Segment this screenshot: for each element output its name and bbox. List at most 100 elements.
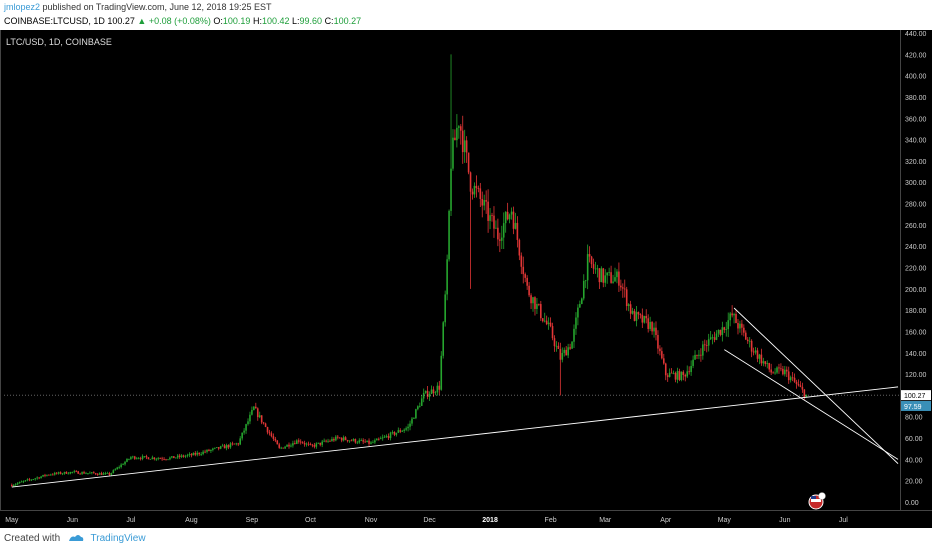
candle-body (288, 444, 290, 447)
candle-body (590, 256, 593, 265)
candle-body (629, 304, 632, 314)
candle-body (715, 333, 718, 340)
candle-body (155, 458, 158, 460)
candle-body (586, 254, 589, 281)
candle-body (303, 443, 306, 445)
candle-body (461, 130, 464, 153)
candle-body (458, 126, 460, 128)
candle-body (430, 389, 433, 394)
candle-body (319, 442, 322, 445)
author-link[interactable]: jmlopez2 (4, 2, 41, 12)
candle-body (182, 455, 185, 457)
candle-body (340, 438, 343, 441)
candle-body (165, 459, 167, 461)
candle-body (565, 349, 567, 356)
y-tick-label: 240.00 (905, 244, 927, 251)
candle-body (280, 447, 282, 449)
candle-body (592, 264, 595, 269)
candle-body (360, 440, 363, 442)
candle-body (251, 409, 253, 415)
candle-body (221, 445, 224, 447)
candle-body (256, 408, 259, 418)
candle-body (454, 137, 456, 141)
candle-body (760, 354, 763, 364)
trendline[interactable] (733, 307, 899, 464)
candle-body (241, 432, 243, 439)
candle-body (506, 211, 509, 220)
candle-body (659, 348, 661, 352)
candle-body (497, 227, 499, 240)
candle-body (639, 314, 642, 316)
x-tick-label: 2018 (482, 517, 498, 524)
created-with-text: Created with TradingView (4, 533, 146, 544)
candle-body (602, 268, 605, 283)
candle-body (50, 474, 52, 476)
candle-body (114, 469, 117, 471)
candle-body (746, 339, 749, 342)
candle-body (77, 471, 79, 474)
candle-body (173, 456, 175, 459)
us-flag-event-icon[interactable] (808, 492, 826, 510)
candle-body (335, 436, 337, 441)
candle-body (180, 455, 183, 457)
candle-body (376, 438, 378, 441)
candle-body (190, 454, 193, 456)
candle-body (481, 198, 484, 206)
candle-body (167, 459, 169, 461)
candle-body (678, 371, 681, 380)
candle-body (717, 329, 720, 334)
candle-body (534, 297, 536, 309)
candle-body (208, 449, 210, 451)
tradingview-link[interactable]: TradingView (90, 533, 146, 544)
candle-body (774, 372, 776, 374)
trendline[interactable] (11, 386, 899, 488)
candle-body (333, 438, 335, 441)
candle-body (764, 361, 767, 364)
candle-body (59, 472, 62, 474)
candle-body (214, 447, 216, 449)
price-chart[interactable]: LTC/USD, 1D, COINBASE 0.00 20.00 40.00 60.0… (0, 30, 932, 528)
candle-body (171, 456, 173, 458)
candle-body (739, 323, 741, 329)
y-tick-label: 380.00 (905, 95, 927, 102)
candle-body (418, 405, 421, 407)
candle-body (196, 452, 199, 455)
candle-body (100, 473, 103, 475)
candle-body (169, 457, 171, 460)
candle-body (801, 386, 804, 390)
candle-body (725, 329, 728, 330)
candle-body (664, 363, 667, 376)
candle-body (352, 439, 355, 441)
trendline[interactable] (724, 349, 899, 460)
candle-body (342, 437, 345, 441)
chart-area[interactable]: LTC/USD, 1D, COINBASE 0.00 20.00 40.00 60.0… (0, 30, 932, 528)
candle-body (143, 456, 146, 457)
candle-body (327, 440, 329, 442)
y-tick-label: 140.00 (905, 351, 927, 358)
candle-body (637, 312, 640, 315)
close-label: C: (324, 16, 334, 26)
candle-body (44, 474, 46, 476)
candle-body (631, 310, 634, 314)
candle-body (178, 455, 181, 457)
y-tick-label: 220.00 (905, 266, 927, 273)
candle-body (532, 297, 534, 304)
candle-body (442, 322, 445, 356)
candle-body (174, 457, 177, 459)
candle-body (71, 471, 74, 473)
candle-body (703, 344, 706, 346)
y-tick-label: 260.00 (905, 223, 927, 230)
candle-body (61, 473, 64, 475)
candle-body (471, 191, 474, 195)
candle-body (210, 449, 212, 451)
price-axis[interactable]: 0.0020.0040.0060.0080.00100.00120.00140.… (905, 31, 927, 507)
candle-body (337, 436, 339, 438)
candle-body (198, 452, 201, 455)
candle-body (311, 444, 314, 446)
high-value: 100.42 (261, 16, 290, 26)
candle-body (744, 332, 747, 340)
candle-body (674, 372, 677, 380)
time-axis[interactable]: May Jun Jul Aug Sep Oct Nov Dec 2018 Feb Mar Apr May… (5, 517, 848, 524)
symbol-name: COINBASE:LTCUSD, 1D (4, 16, 105, 26)
candle-body (743, 327, 745, 333)
